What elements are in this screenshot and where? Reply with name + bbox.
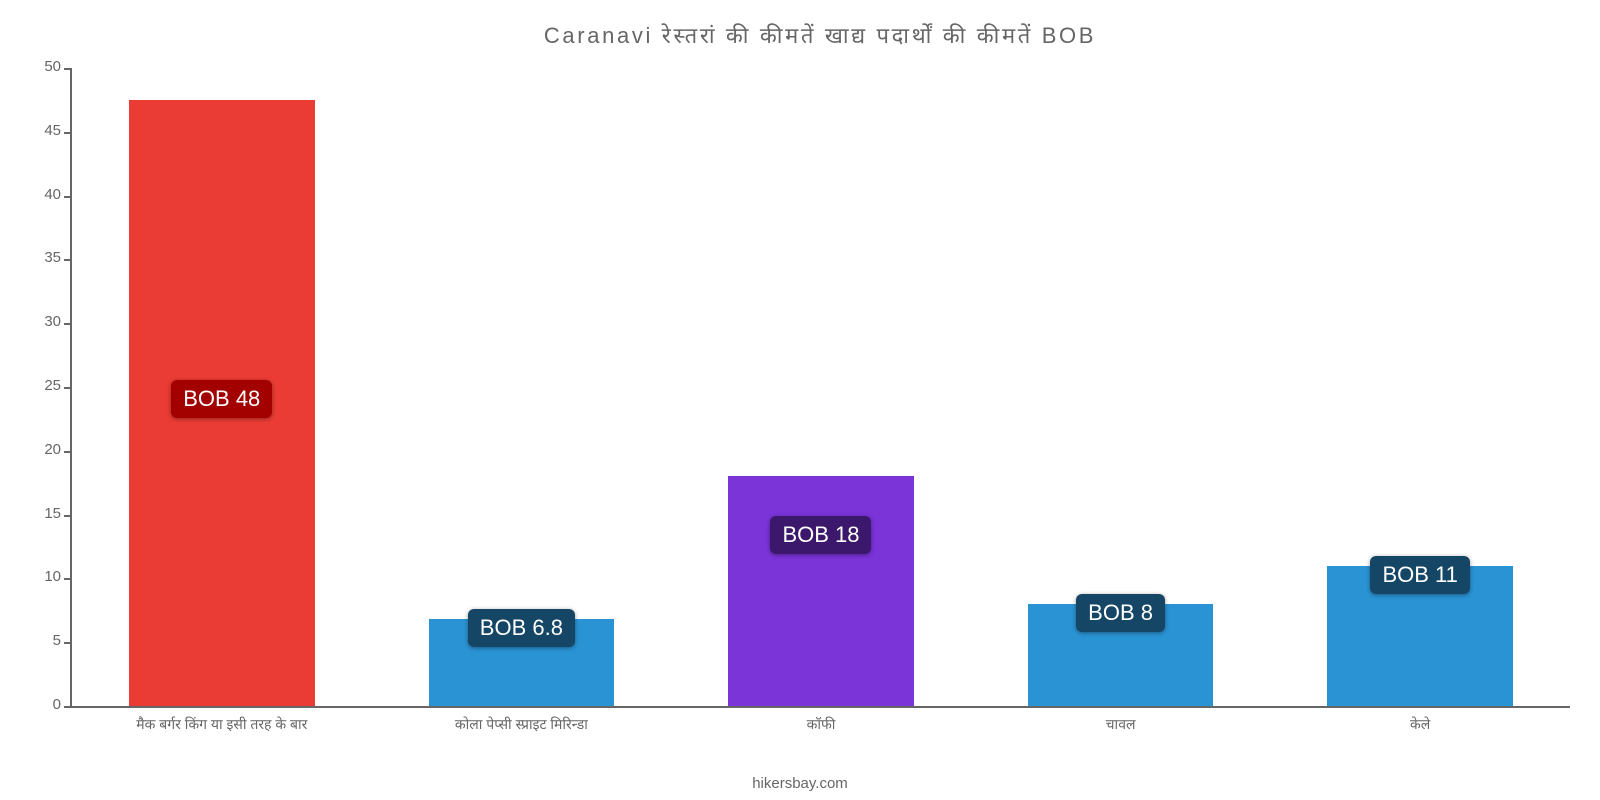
- bar-slot: BOB 11: [1270, 68, 1570, 706]
- bar: BOB 18: [728, 476, 914, 706]
- x-axis-label: कोला पेप्सी स्प्राइट मिरिन्डा: [372, 715, 672, 734]
- y-tick-mark: [64, 387, 72, 389]
- y-tick-mark: [64, 132, 72, 134]
- bar-slot: BOB 8: [971, 68, 1271, 706]
- x-axis-label: केले: [1270, 715, 1570, 734]
- y-tick-label: 15: [17, 505, 61, 522]
- bar: BOB 11: [1327, 566, 1513, 706]
- bars-group: BOB 48 BOB 6.8 BOB 18 BOB 8 BOB 11: [72, 68, 1570, 706]
- y-tick-label: 30: [17, 313, 61, 330]
- x-axis-label: चावल: [971, 715, 1271, 734]
- y-tick-mark: [64, 578, 72, 580]
- y-tick-label: 20: [17, 441, 61, 458]
- y-tick-mark: [64, 323, 72, 325]
- y-tick-mark: [64, 515, 72, 517]
- y-tick-label: 50: [17, 58, 61, 75]
- value-badge: BOB 6.8: [468, 609, 575, 647]
- y-tick-mark: [64, 642, 72, 644]
- y-tick-label: 35: [17, 249, 61, 266]
- y-tick-label: 40: [17, 186, 61, 203]
- bar: BOB 6.8: [429, 619, 615, 706]
- y-tick-label: 45: [17, 122, 61, 139]
- x-axis-label: कॉफी: [671, 715, 971, 734]
- y-tick-label: 25: [17, 377, 61, 394]
- value-badge: BOB 48: [171, 380, 272, 418]
- y-tick-label: 10: [17, 568, 61, 585]
- y-tick-mark: [64, 451, 72, 453]
- x-axis-labels: मैक बर्गर किंग या इसी तरह के बारकोला पेप…: [72, 715, 1570, 734]
- y-tick-label: 0: [17, 696, 61, 713]
- x-axis-label: मैक बर्गर किंग या इसी तरह के बार: [72, 715, 372, 734]
- y-tick-mark: [64, 68, 72, 70]
- y-tick-mark: [64, 706, 72, 708]
- value-badge: BOB 18: [770, 516, 871, 554]
- chart-title: Caranavi रेस्तरां की कीमतें खाद्य पदार्थ…: [70, 20, 1570, 50]
- bar-slot: BOB 48: [72, 68, 372, 706]
- bar: BOB 48: [129, 100, 315, 706]
- y-tick-mark: [64, 259, 72, 261]
- plot-area: BOB 48BOB 6.8BOB 18BOB 8BOB 11 मैक बर्गर…: [70, 68, 1570, 708]
- chart-container: Caranavi रेस्तरां की कीमतें खाद्य पदार्थ…: [0, 0, 1600, 800]
- bar-slot: BOB 6.8: [372, 68, 672, 706]
- y-tick-mark: [64, 196, 72, 198]
- y-tick-label: 5: [17, 632, 61, 649]
- bar-slot: BOB 18: [671, 68, 971, 706]
- bar: BOB 8: [1028, 604, 1214, 706]
- value-badge: BOB 11: [1370, 556, 1469, 594]
- value-badge: BOB 8: [1076, 594, 1165, 632]
- chart-footer: hikersbay.com: [0, 775, 1600, 792]
